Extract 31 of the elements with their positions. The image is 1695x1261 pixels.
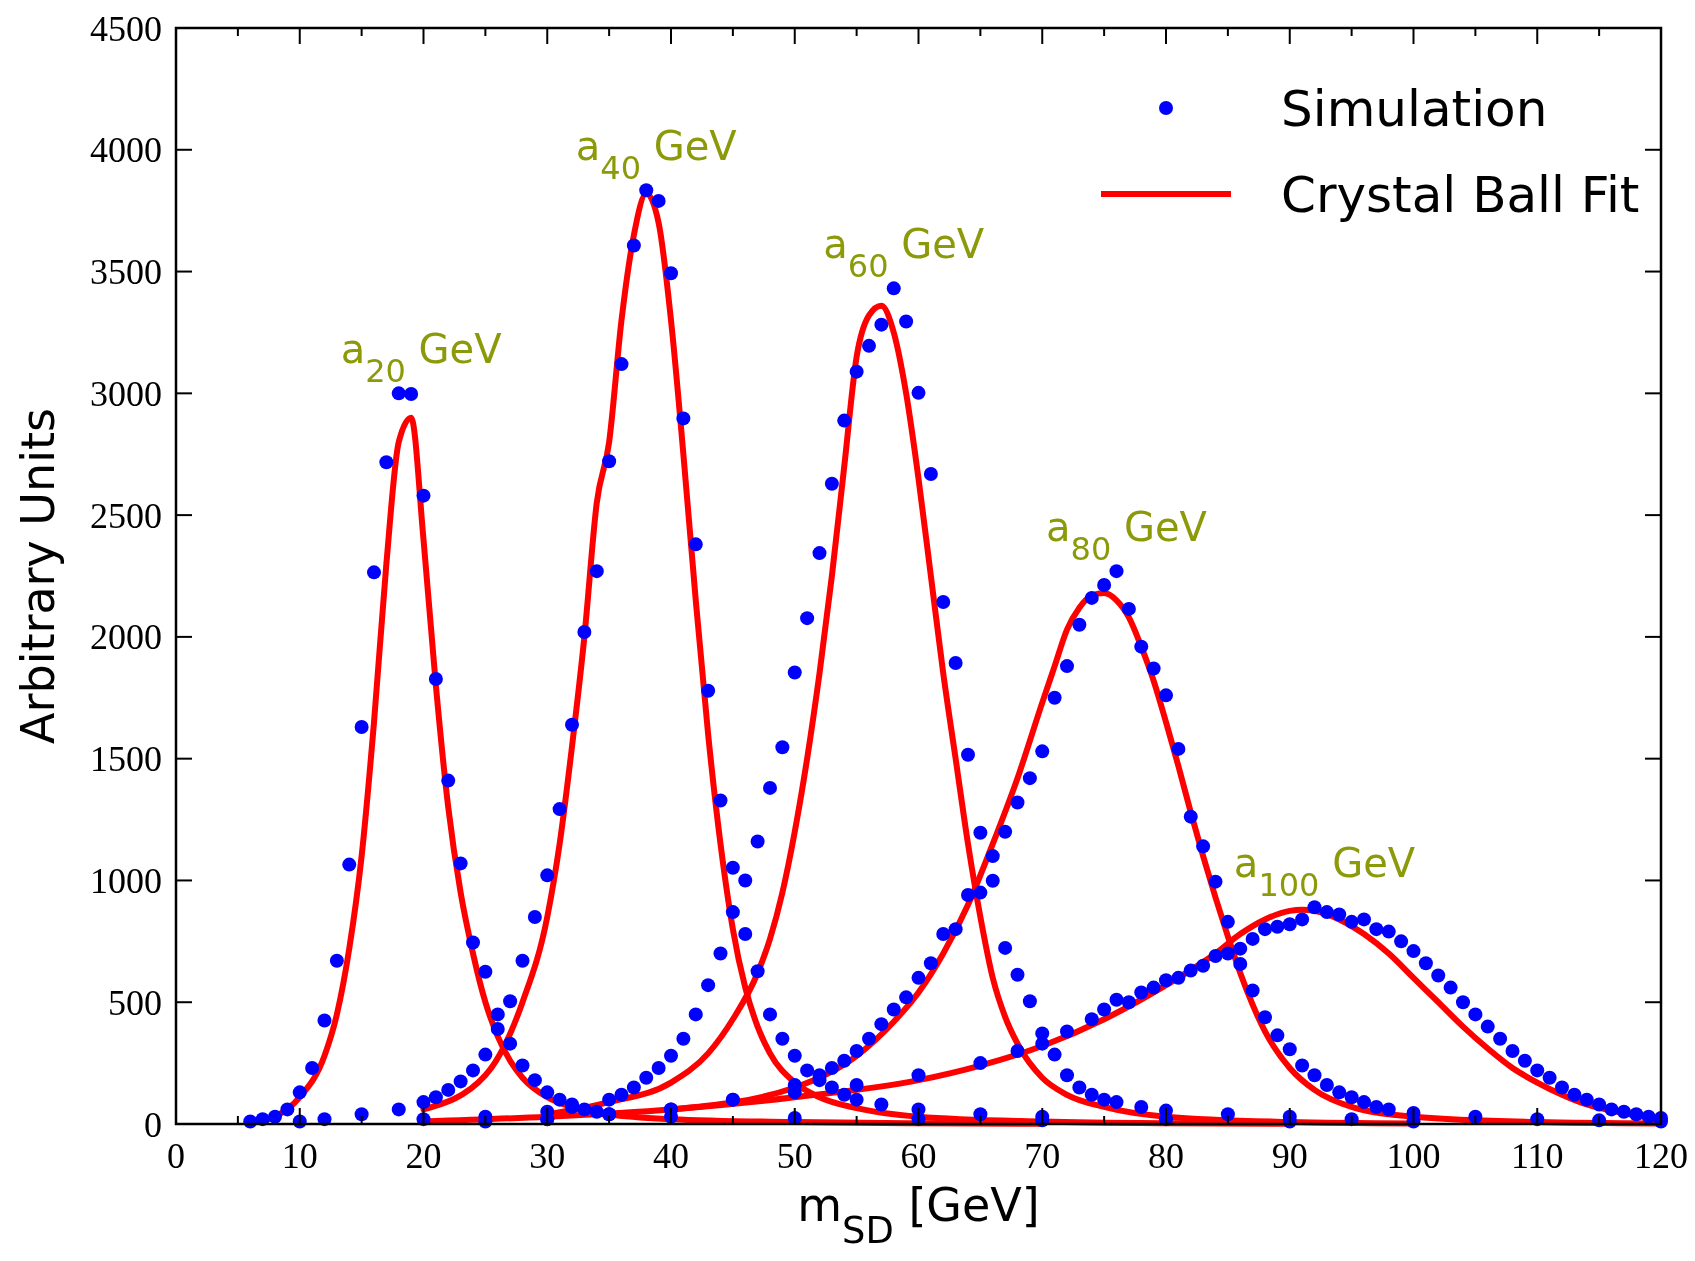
x-axis-title: m$_{SD}$ [GeV] — [797, 1178, 1040, 1252]
annotation: a$_{80}$ GeV — [1046, 504, 1208, 569]
annotation: a$_{20}$ GeV — [340, 326, 503, 391]
x-tick-label: 60 — [900, 1136, 937, 1176]
legend-label: Crystal Ball Fit — [1281, 165, 1640, 224]
y-tick-label: 0 — [144, 1104, 162, 1145]
y-axis-title: Arbitrary Units — [11, 408, 65, 744]
x-tick-label: 80 — [1148, 1136, 1184, 1176]
x-tick-label: 30 — [529, 1136, 566, 1176]
x-tick-label: 40 — [653, 1136, 689, 1176]
y-tick-label: 1500 — [90, 739, 162, 780]
y-tick-label: 3000 — [90, 373, 162, 414]
x-tick-label: 20 — [405, 1136, 442, 1176]
annotation: a$_{100}$ GeV — [1233, 840, 1416, 905]
x-tick-label: 120 — [1634, 1136, 1688, 1176]
x-tick-label: 50 — [776, 1136, 813, 1176]
x-tick-label: 100 — [1386, 1136, 1441, 1176]
annotation: a$_{60}$ GeV — [823, 221, 985, 286]
y-tick-label: 2500 — [90, 495, 162, 536]
y-tick-label: 4000 — [90, 130, 162, 171]
y-tick-label: 1000 — [90, 861, 162, 902]
x-tick-label: 70 — [1024, 1136, 1061, 1176]
y-tick-label: 500 — [108, 982, 162, 1023]
x-tick-label: 10 — [281, 1136, 318, 1176]
y-tick-label: 4500 — [90, 8, 162, 49]
x-tick-label: 90 — [1271, 1136, 1308, 1176]
y-tick-label: 3500 — [90, 252, 162, 293]
legend-label: Simulation — [1281, 79, 1548, 138]
annotation: a$_{40}$ GeV — [575, 123, 738, 188]
y-tick-label: 2000 — [90, 617, 162, 658]
x-tick-label: 110 — [1510, 1136, 1564, 1176]
